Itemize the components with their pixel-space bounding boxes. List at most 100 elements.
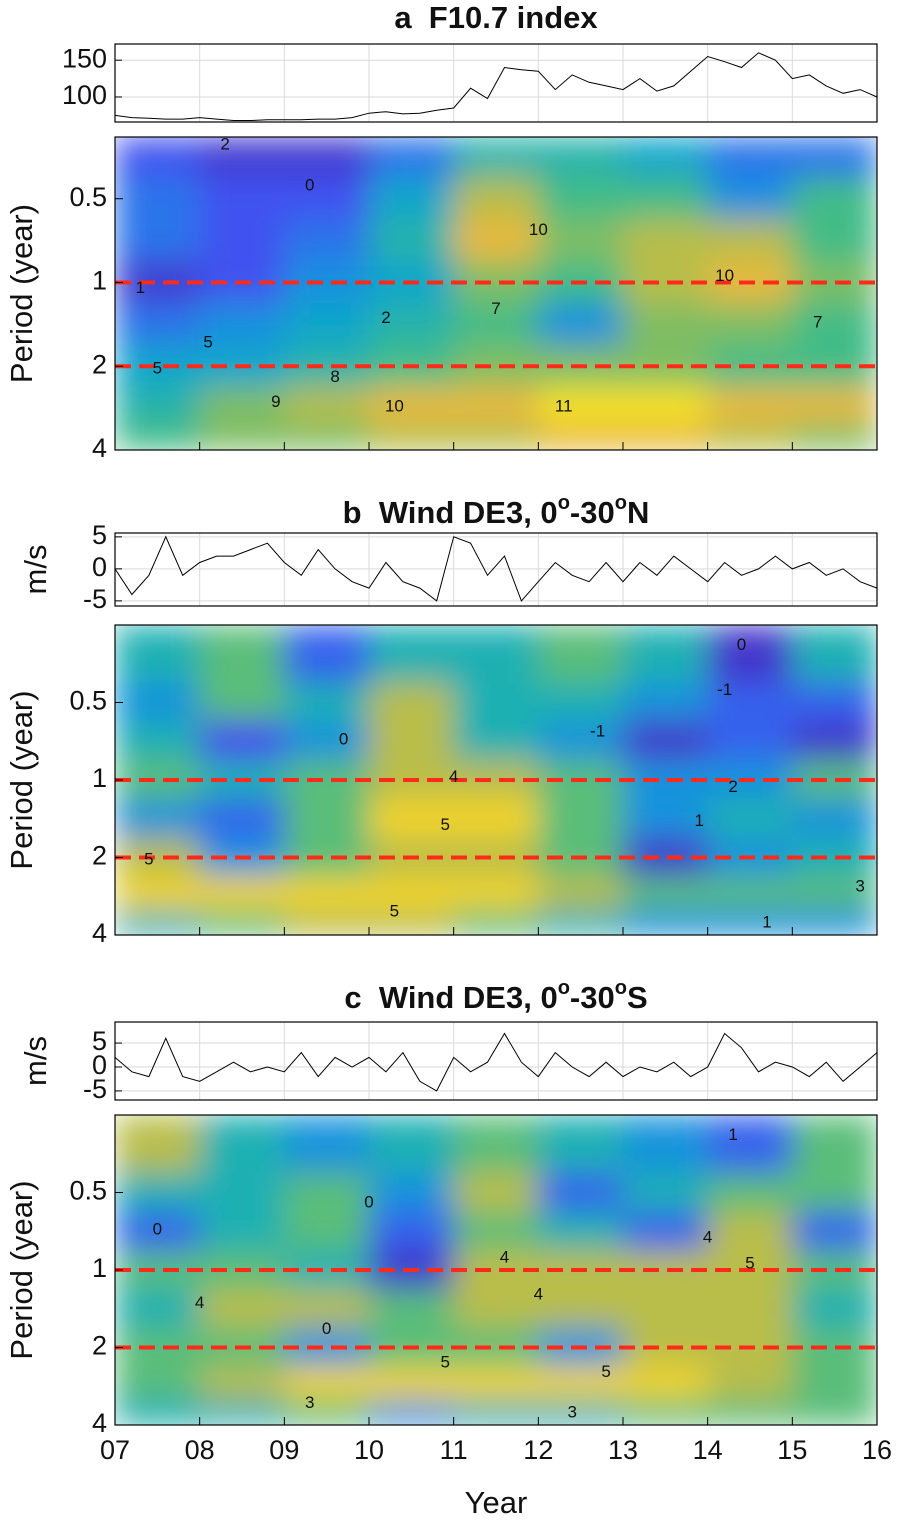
heatmap-cell [453,1172,539,1212]
data-line [114,52,878,121]
y-tick-label: 4 [92,918,107,948]
y-tick-label: 2 [92,349,107,379]
contour-label: 0 [364,1193,373,1212]
x-tick-label: 15 [777,1435,807,1465]
heatmap-cell [538,1115,624,1174]
data-line [114,1032,878,1092]
heatmap-cell [538,386,624,423]
heatmap-cell [538,177,624,220]
heatmap-cell [453,1115,539,1174]
contour-label: 11 [555,396,573,415]
heatmap-cell [115,798,201,839]
heatmap-cell [115,909,201,935]
contour-label: 2 [381,308,390,327]
title-part: b Wind DE3, 0 [343,495,558,530]
heatmap-cell [538,909,624,935]
heatmap-cell [538,219,624,262]
contour-label: 4 [500,1248,509,1267]
heatmap-cell [792,1399,877,1425]
contour-label: 0 [322,1319,331,1338]
heatmap-cell [284,1211,370,1251]
heatmap-cell [199,876,285,910]
heatmap-cell [284,682,370,722]
heatmap-cell [538,682,624,722]
heatmap-cell [792,302,877,346]
panel-title: c Wind DE3, 0o-30oS [344,977,647,1015]
y-tick-label: 0.5 [69,686,107,716]
heatmap-clip [115,625,877,935]
contour-label: -1 [717,680,732,699]
heatmap-cell [199,1366,285,1400]
heatmap-cell [199,798,285,839]
y-axis-label: m/s [18,1036,53,1086]
heatmap-cell [792,219,877,262]
heatmap-cell [199,177,285,220]
contour-label: 7 [491,299,500,318]
heatmap-cell [623,909,709,935]
panel-title: a F10.7 index [394,0,598,35]
heatmap-cell [538,625,624,684]
heatmap-cell [707,909,793,935]
y-tick-label: 5 [92,1026,107,1056]
heatmap-cell [369,721,455,761]
heatmap-cell [623,1115,709,1174]
y-tick-label: 1 [92,266,107,296]
heatmap-cell [707,721,793,761]
heatmap-cell [115,1288,201,1329]
contour-label: 0 [339,730,348,749]
contour-label: 10 [715,266,734,285]
x-tick-label: 16 [862,1435,892,1465]
contour-label: 1 [694,811,703,830]
heatmap-cell [284,625,370,684]
heatmap-cell [453,1399,539,1425]
heatmap-cell [538,422,624,450]
heatmap-cell [115,219,201,262]
contour-label: 1 [728,1125,737,1144]
heatmap-cell [623,876,709,910]
heatmap-cell [284,1172,370,1212]
heatmap-cell [369,422,455,450]
heatmap-cell [284,219,370,262]
heatmap-cell [538,876,624,910]
y-tick-label: 4 [92,1408,107,1438]
heatmap-cell [453,625,539,684]
heatmap-cell [453,137,539,178]
contour-label: 1 [136,278,145,297]
y-axis-label: m/s [18,545,53,595]
heatmap-cell [284,422,370,450]
heatmap-cell [707,798,793,839]
contour-label: 4 [534,1284,543,1303]
title-part: a F10.7 index [394,0,598,35]
heatmap-cell [284,1399,370,1425]
heatmap-cell [284,1288,370,1329]
contour-label: 0 [153,1220,162,1239]
heatmap-cell [453,219,539,262]
heatmap-cell [538,1211,624,1251]
x-tick-label: 07 [100,1435,130,1465]
heatmap-cell [284,909,370,935]
y-tick-label: -5 [83,584,107,614]
heatmap-cell [538,1399,624,1425]
heatmap-cell [199,422,285,450]
contour-label: 3 [855,876,864,895]
heatmap-cell [369,682,455,722]
heatmap-cell [623,798,709,839]
heatmap-cell [453,1366,539,1400]
heatmap-cell [707,1115,793,1174]
heatmap-cell [369,177,455,220]
heatmap-clip [115,137,877,450]
heatmap-cell [623,1288,709,1329]
heatmap-cell [115,625,201,684]
y-tick-label: 1 [92,1253,107,1283]
heatmap-cell [792,177,877,220]
contour-label: 7 [813,313,822,332]
heatmap-cell [707,682,793,722]
x-tick-label: 08 [185,1435,215,1465]
y-tick-label: 0.5 [69,1176,107,1206]
heatmap-cell [623,137,709,178]
heatmap-cell [792,1288,877,1329]
contour-label: 2 [728,777,737,796]
heatmap-cell [707,219,793,262]
contour-label: 0 [737,635,746,654]
